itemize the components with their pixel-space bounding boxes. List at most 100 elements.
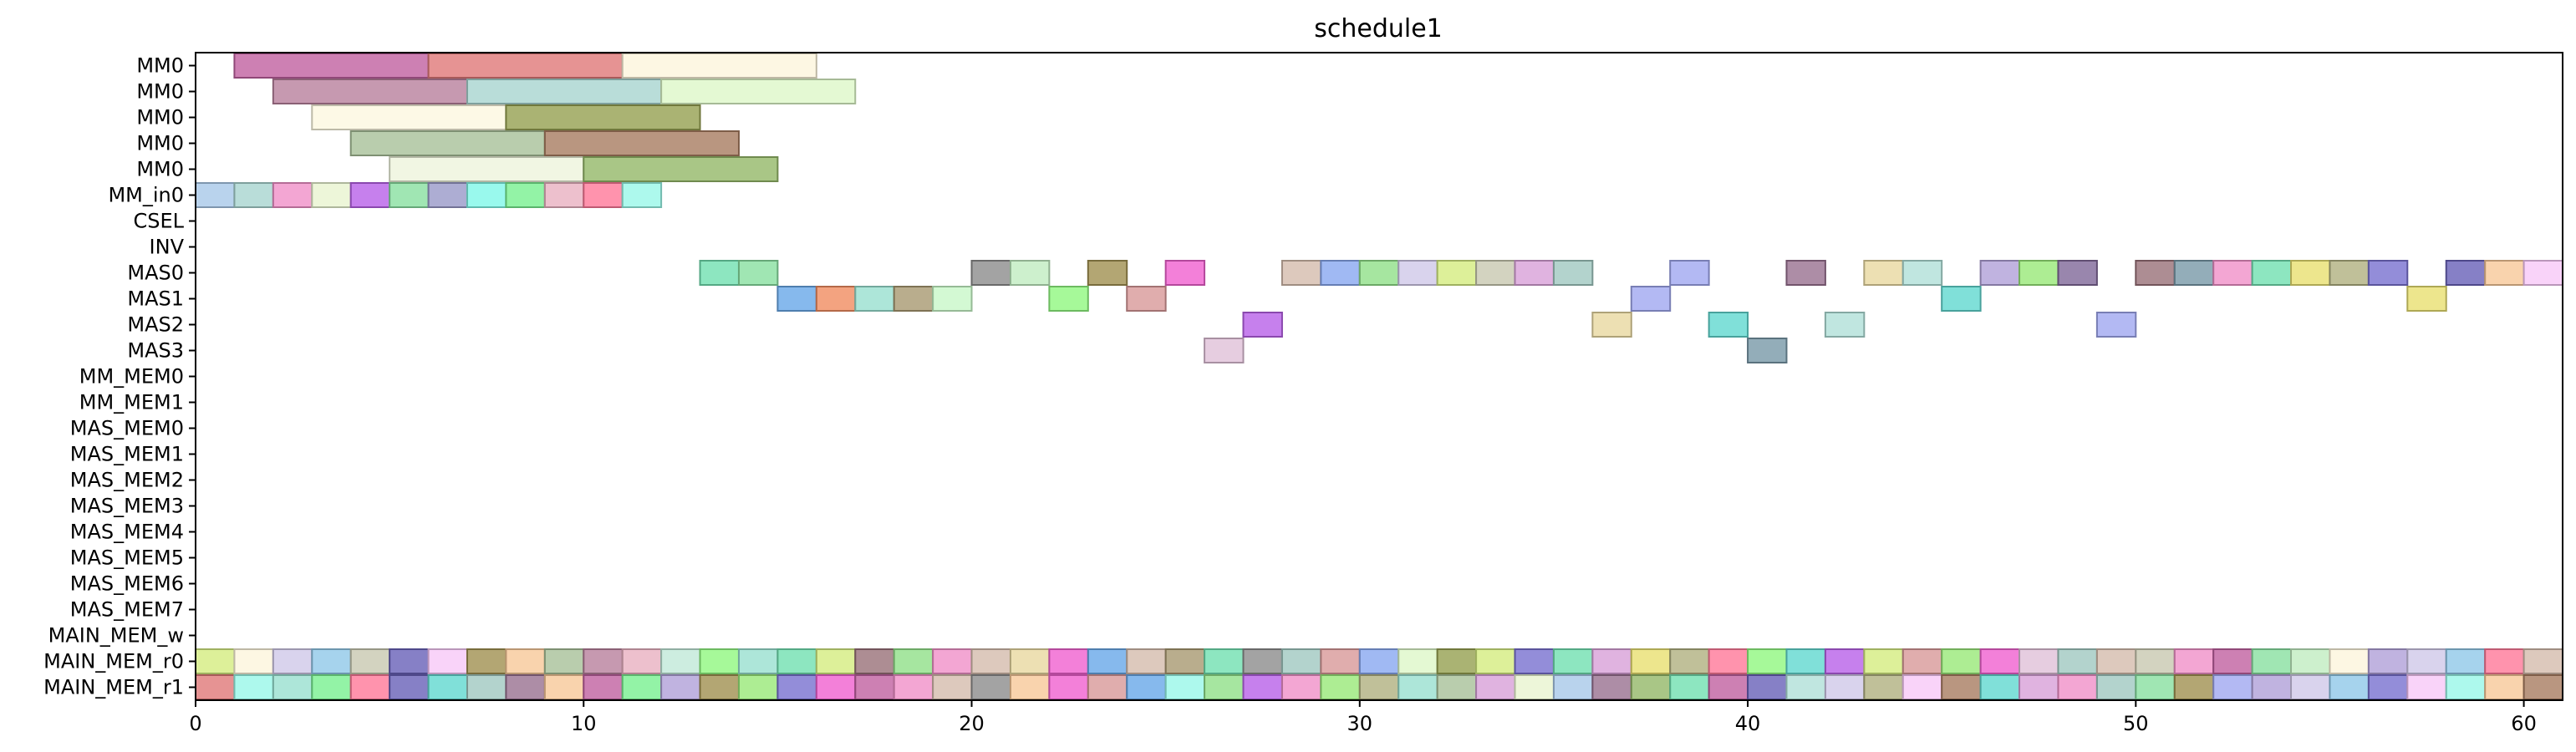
task-bar-main_mem_r0-45 (1942, 649, 1980, 673)
x-tick-label: 20 (959, 712, 985, 735)
task-bar-mas0-44 (1903, 261, 1942, 285)
task-bar-main_mem_r1-21 (1011, 675, 1049, 699)
task-bar-main_mem_r0-46 (1981, 649, 2019, 673)
task-bar-mas0-38 (1670, 261, 1708, 285)
task-bar-main_mem_r0-20 (972, 649, 1011, 673)
y-tick-label: CSEL (133, 210, 184, 233)
task-bar-main_mem_r0-51 (2175, 649, 2213, 673)
task-bar-mas0-20 (972, 261, 1011, 285)
task-bar-main_mem_r0-31 (1398, 649, 1437, 673)
task-bar-mas0-60 (2524, 261, 2563, 285)
task-bar-main_mem_r1-46 (1981, 675, 2019, 699)
task-bar-mm0-10 (583, 157, 777, 181)
task-bar-main_mem_r0-27 (1244, 649, 1282, 673)
task-bar-main_mem_r1-42 (1825, 675, 1864, 699)
task-bar-main_mem_r1-54 (2291, 675, 2329, 699)
task-bar-main_mem_r1-40 (1748, 675, 1786, 699)
task-bar-main_mem_r0-50 (2136, 649, 2174, 673)
task-bar-main_mem_r1-0 (196, 675, 234, 699)
task-bar-mas0-14 (739, 261, 777, 285)
task-bar-main_mem_r1-8 (506, 675, 544, 699)
task-bar-main_mem_r0-32 (1438, 649, 1476, 673)
x-tick-label: 10 (571, 712, 597, 735)
task-bar-main_mem_r1-24 (1127, 675, 1165, 699)
task-bar-mas0-28 (1282, 261, 1321, 285)
y-tick-label: MAS_MEM2 (70, 469, 184, 492)
task-bar-main_mem_r1-56 (2369, 675, 2407, 699)
task-bar-main_mem_r1-38 (1670, 675, 1708, 699)
task-bar-main_mem_r0-8 (506, 649, 544, 673)
task-bar-main_mem_r0-47 (2019, 649, 2058, 673)
task-bar-main_mem_r1-17 (855, 675, 893, 699)
task-bar-main_mem_r0-40 (1748, 649, 1786, 673)
task-bar-main_mem_r1-47 (2019, 675, 2058, 699)
task-bar-main_mem_r0-14 (739, 649, 777, 673)
task-bar-main_mem_r0-16 (817, 649, 855, 673)
task-bar-main_mem_r0-60 (2524, 649, 2563, 673)
y-tick-label: MAS0 (127, 262, 184, 285)
task-bar-mas1-57 (2407, 287, 2446, 311)
x-tick-label: 30 (1347, 712, 1373, 735)
task-bar-main_mem_r0-41 (1786, 649, 1825, 673)
task-bar-main_mem_r0-59 (2485, 649, 2523, 673)
task-bar-mm_in0-4 (351, 183, 389, 207)
task-bar-main_mem_r1-37 (1632, 675, 1670, 699)
task-bar-main_mem_r0-44 (1903, 649, 1942, 673)
task-bar-main_mem_r0-7 (467, 649, 506, 673)
task-bar-mm0-6 (429, 53, 623, 78)
task-bar-main_mem_r1-7 (467, 675, 506, 699)
x-tick-label: 0 (189, 712, 201, 735)
y-tick-label: MAS_MEM1 (70, 443, 184, 466)
task-bar-main_mem_r0-36 (1592, 649, 1631, 673)
task-bar-main_mem_r0-26 (1204, 649, 1243, 673)
task-bar-main_mem_r1-25 (1166, 675, 1204, 699)
task-bar-mas0-21 (1011, 261, 1049, 285)
task-bar-mas0-58 (2446, 261, 2485, 285)
task-bar-mas0-33 (1476, 261, 1515, 285)
task-bar-main_mem_r0-28 (1282, 649, 1321, 673)
task-bar-main_mem_r1-29 (1321, 675, 1359, 699)
task-bar-main_mem_r0-17 (855, 649, 893, 673)
task-bar-main_mem_r1-32 (1438, 675, 1476, 699)
task-bar-main_mem_r1-49 (2097, 675, 2136, 699)
task-bar-mas0-54 (2291, 261, 2329, 285)
task-bar-main_mem_r1-6 (429, 675, 467, 699)
y-tick-label: MM_MEM0 (79, 365, 184, 389)
task-bar-main_mem_r1-9 (545, 675, 583, 699)
y-axis: MM0MM0MM0MM0MM0MM_in0CSELINVMAS0MAS1MAS2… (43, 54, 196, 699)
task-bar-main_mem_r0-4 (351, 649, 389, 673)
y-tick-label: MAS2 (127, 313, 184, 337)
task-bar-mas2-39 (1709, 312, 1748, 337)
task-bar-main_mem_r1-51 (2175, 675, 2213, 699)
task-bar-main_mem_r0-13 (700, 649, 739, 673)
task-bar-main_mem_r1-53 (2253, 675, 2291, 699)
task-bar-main_mem_r1-27 (1244, 675, 1282, 699)
task-bar-mas0-23 (1088, 261, 1127, 285)
bars-layer (196, 53, 2563, 699)
task-bar-mas1-22 (1049, 287, 1087, 311)
task-bar-mm0-2 (273, 79, 467, 104)
task-bar-main_mem_r1-28 (1282, 675, 1321, 699)
task-bar-mas0-46 (1981, 261, 2019, 285)
task-bar-mas1-17 (855, 287, 893, 311)
task-bar-main_mem_r0-18 (894, 649, 933, 673)
task-bar-mas1-37 (1632, 287, 1670, 311)
task-bar-main_mem_r1-10 (583, 675, 622, 699)
task-bar-mas0-56 (2369, 261, 2407, 285)
task-bar-main_mem_r1-57 (2407, 675, 2446, 699)
task-bar-main_mem_r1-3 (312, 675, 350, 699)
task-bar-mm0-7 (467, 79, 661, 104)
task-bar-main_mem_r0-52 (2213, 649, 2252, 673)
task-bar-mas0-35 (1554, 261, 1592, 285)
task-bar-mas0-31 (1398, 261, 1437, 285)
task-bar-mas0-47 (2019, 261, 2058, 285)
task-bar-main_mem_r1-14 (739, 675, 777, 699)
task-bar-main_mem_r0-39 (1709, 649, 1748, 673)
task-bar-mas2-42 (1825, 312, 1864, 337)
task-bar-mm_in0-2 (273, 183, 312, 207)
task-bar-mm0-12 (661, 79, 855, 104)
task-bar-main_mem_r0-33 (1476, 649, 1515, 673)
y-tick-label: MM0 (136, 158, 184, 181)
y-tick-label: MM0 (136, 80, 184, 104)
